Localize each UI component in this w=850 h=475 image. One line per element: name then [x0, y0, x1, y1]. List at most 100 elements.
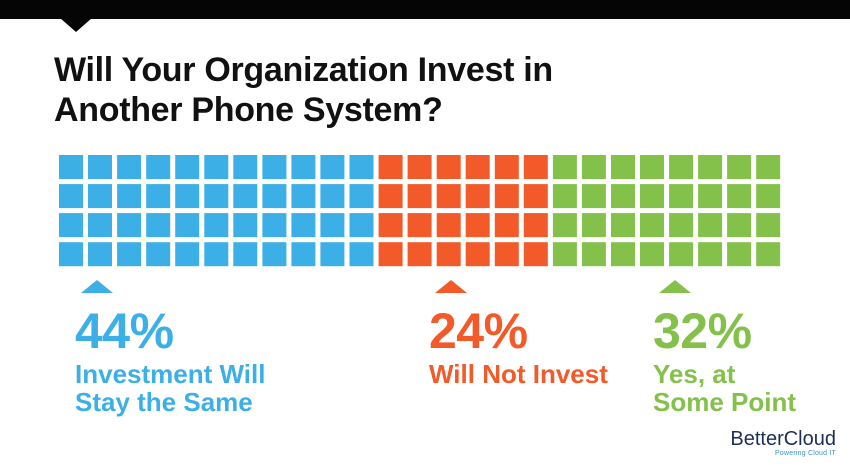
waffle-cell-yes-some-point	[727, 184, 752, 209]
percent-value: 44%	[75, 303, 174, 359]
waffle-cell-yes-some-point	[611, 242, 635, 267]
waffle-cell-will-not-invest	[494, 213, 519, 238]
waffle-cell-stay-same	[175, 242, 200, 267]
brand-name: BetterCloud	[730, 428, 836, 450]
waffle-cell-will-not-invest	[494, 184, 519, 209]
waffle-cell-will-not-invest	[494, 155, 519, 179]
waffle-cell-will-not-invest	[465, 155, 490, 179]
brand-logo: BetterCloud Powering Cloud IT	[718, 429, 836, 458]
waffle-cell-will-not-invest	[436, 155, 461, 179]
waffle-cell-yes-some-point	[669, 184, 694, 209]
waffle-cell-yes-some-point	[581, 213, 606, 238]
waffle-cell-will-not-invest	[465, 184, 490, 209]
waffle-cell-stay-same	[349, 184, 374, 209]
waffle-cell-stay-same	[175, 155, 200, 179]
waffle-cell-stay-same	[262, 213, 287, 238]
waffle-cell-stay-same	[233, 213, 258, 238]
waffle-cell-will-not-invest	[465, 213, 490, 238]
waffle-cell-stay-same	[349, 242, 374, 267]
waffle-cell-stay-same	[320, 155, 345, 179]
waffle-cell-will-not-invest	[523, 213, 548, 238]
waffle-cell-yes-some-point	[698, 184, 723, 209]
waffle-cell-yes-some-point	[640, 155, 664, 179]
waffle-cell-will-not-invest	[436, 184, 461, 209]
waffle-cell-stay-same	[88, 213, 112, 238]
waffle-cell-stay-same	[146, 184, 171, 209]
waffle-cell-will-not-invest	[407, 155, 432, 179]
description-line: Some Point	[653, 387, 797, 417]
waffle-cell-yes-some-point	[552, 213, 577, 238]
waffle-cell-stay-same	[59, 213, 83, 238]
waffle-cell-stay-same	[291, 242, 316, 267]
waffle-cell-stay-same	[204, 242, 229, 267]
waffle-cell-will-not-invest	[436, 242, 461, 267]
description-line: Will Not Invest	[429, 359, 608, 389]
waffle-cell-yes-some-point	[552, 184, 577, 209]
waffle-cell-stay-same	[291, 184, 316, 209]
waffle-cell-yes-some-point	[669, 242, 694, 267]
waffle-cell-will-not-invest	[436, 213, 461, 238]
waffle-cell-stay-same	[88, 184, 112, 209]
description-line: Stay the Same	[75, 387, 253, 417]
label-will-not-invest: 24% Will Not Invest	[429, 280, 689, 388]
waffle-cell-stay-same	[59, 155, 83, 179]
waffle-cell-stay-same	[59, 184, 83, 209]
category-description: Will Not Invest	[429, 360, 689, 388]
waffle-cell-yes-some-point	[611, 184, 635, 209]
waffle-cell-stay-same	[175, 184, 200, 209]
chart-title: Will Your Organization Invest in Another…	[54, 51, 553, 129]
waffle-cell-stay-same	[117, 213, 142, 238]
waffle-cell-will-not-invest	[523, 155, 548, 179]
category-description: Yes, at Some Point	[653, 360, 850, 416]
waffle-cell-yes-some-point	[698, 155, 723, 179]
waffle-cell-yes-some-point	[611, 155, 635, 179]
top-bar-notch	[60, 18, 92, 32]
waffle-cell-will-not-invest	[378, 184, 403, 209]
waffle-cell-yes-some-point	[698, 213, 723, 238]
waffle-cell-stay-same	[204, 184, 229, 209]
waffle-cell-yes-some-point	[640, 184, 664, 209]
waffle-cell-yes-some-point	[581, 184, 606, 209]
brand-tagline: Powering Cloud IT	[775, 450, 836, 457]
waffle-cell-stay-same	[59, 242, 83, 267]
waffle-cell-yes-some-point	[756, 242, 781, 267]
description-line: Yes, at	[653, 359, 736, 389]
waffle-cell-stay-same	[349, 155, 374, 179]
waffle-cell-yes-some-point	[698, 242, 723, 267]
waffle-cell-yes-some-point	[669, 213, 694, 238]
waffle-cell-yes-some-point	[581, 242, 606, 267]
waffle-cell-yes-some-point	[552, 242, 577, 267]
waffle-cell-stay-same	[204, 213, 229, 238]
waffle-cell-stay-same	[233, 184, 258, 209]
waffle-cell-will-not-invest	[407, 242, 432, 267]
waffle-cell-stay-same	[117, 184, 142, 209]
waffle-cell-stay-same	[146, 155, 171, 179]
pointer-up-icon	[435, 280, 467, 293]
waffle-cell-will-not-invest	[523, 184, 548, 209]
waffle-cell-will-not-invest	[494, 242, 519, 267]
waffle-cell-yes-some-point	[727, 242, 752, 267]
waffle-cell-stay-same	[262, 242, 287, 267]
waffle-cell-stay-same	[233, 242, 258, 267]
waffle-cell-stay-same	[320, 242, 345, 267]
waffle-cell-stay-same	[320, 184, 345, 209]
waffle-cell-yes-some-point	[756, 184, 781, 209]
waffle-cell-will-not-invest	[378, 155, 403, 179]
waffle-cell-yes-some-point	[640, 242, 664, 267]
percent-value: 32%	[653, 303, 752, 359]
waffle-cell-stay-same	[146, 242, 171, 267]
waffle-cell-stay-same	[262, 184, 287, 209]
category-description: Investment Will Stay the Same	[75, 360, 335, 416]
waffle-cell-will-not-invest	[523, 242, 548, 267]
waffle-cell-yes-some-point	[756, 213, 781, 238]
waffle-cell-yes-some-point	[669, 155, 694, 179]
pointer-up-icon	[81, 280, 113, 293]
waffle-cell-stay-same	[233, 155, 258, 179]
waffle-cell-stay-same	[291, 213, 316, 238]
waffle-cell-yes-some-point	[727, 213, 752, 238]
waffle-cell-stay-same	[320, 213, 345, 238]
waffle-cell-stay-same	[175, 213, 200, 238]
waffle-cell-yes-some-point	[727, 155, 752, 179]
waffle-cell-stay-same	[291, 155, 316, 179]
waffle-cell-will-not-invest	[465, 242, 490, 267]
